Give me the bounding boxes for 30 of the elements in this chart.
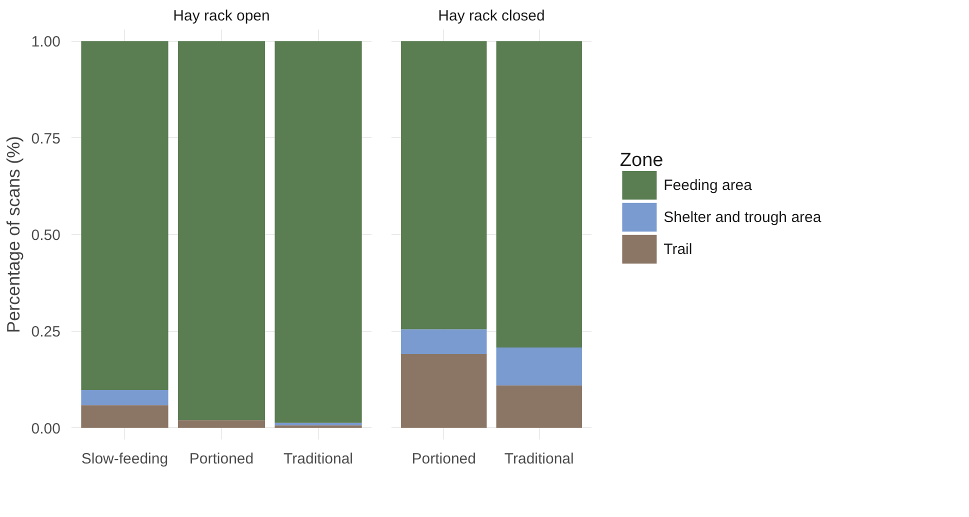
bar bbox=[81, 405, 168, 428]
legend-label: Trail bbox=[664, 240, 692, 258]
bar bbox=[81, 41, 168, 390]
bar bbox=[496, 385, 582, 428]
chart-title: Hay rack closed bbox=[438, 8, 545, 24]
x-tick-label: Portioned bbox=[189, 450, 254, 468]
bar bbox=[401, 329, 487, 354]
bar bbox=[401, 354, 487, 428]
y-axis-title: Percentage of scans (%) bbox=[3, 136, 24, 334]
bar bbox=[496, 41, 582, 348]
legend-label: Shelter and trough area bbox=[664, 208, 822, 226]
bar bbox=[178, 420, 266, 428]
legend-title: Zone bbox=[620, 150, 664, 172]
y-tick-label: 1.00 bbox=[31, 34, 61, 51]
legend-label: Feeding area bbox=[664, 176, 753, 194]
bar bbox=[81, 390, 168, 406]
chart-title: Hay rack open bbox=[173, 8, 270, 24]
y-tick-label: 0.00 bbox=[31, 420, 61, 438]
bar bbox=[496, 347, 582, 386]
bar bbox=[274, 425, 362, 428]
y-tick-label: 0.75 bbox=[31, 130, 61, 148]
x-tick-label: Portioned bbox=[412, 450, 476, 468]
bar bbox=[178, 41, 266, 420]
bar bbox=[401, 41, 487, 330]
y-tick-label: 0.50 bbox=[31, 227, 61, 244]
x-tick-label: Slow-feeding bbox=[81, 450, 168, 468]
x-tick-label: Traditional bbox=[504, 450, 574, 468]
bar bbox=[274, 41, 362, 423]
y-tick-label: 0.25 bbox=[31, 324, 61, 341]
x-tick-label: Traditional bbox=[284, 450, 354, 468]
